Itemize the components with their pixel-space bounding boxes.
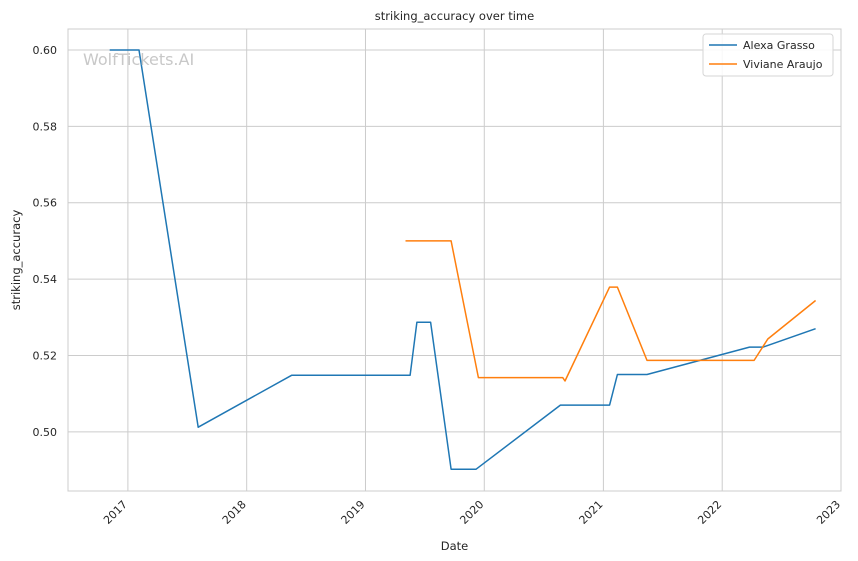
x-axis-label: Date (441, 539, 469, 553)
series-lines (109, 49, 817, 470)
y-axis-label: striking_accuracy (9, 210, 23, 311)
legend: Alexa Grasso Viviane Araujo (702, 33, 834, 77)
watermark: WolfTickets.AI (83, 50, 194, 69)
y-tick-label-0-58: 0.58 (33, 120, 58, 133)
series-line-viviane-araujo (405, 240, 817, 382)
y-tick-label-0-52: 0.52 (33, 349, 58, 362)
plot-frame (67, 28, 842, 492)
y-tick-label-0-60: 0.60 (33, 44, 58, 57)
chart-title: striking_accuracy over time (375, 9, 534, 23)
y-tick-label-0-54: 0.54 (33, 273, 58, 286)
y-tick-label-0-56: 0.56 (33, 197, 58, 210)
legend-label-alexa-grasso: Alexa Grasso (743, 39, 815, 52)
y-tick-labels: 0.50 0.52 0.54 0.56 0.58 0.60 (33, 44, 58, 439)
legend-label-viviane-araujo: Viviane Araujo (743, 58, 823, 71)
y-tick-label-0-50: 0.50 (33, 426, 58, 439)
